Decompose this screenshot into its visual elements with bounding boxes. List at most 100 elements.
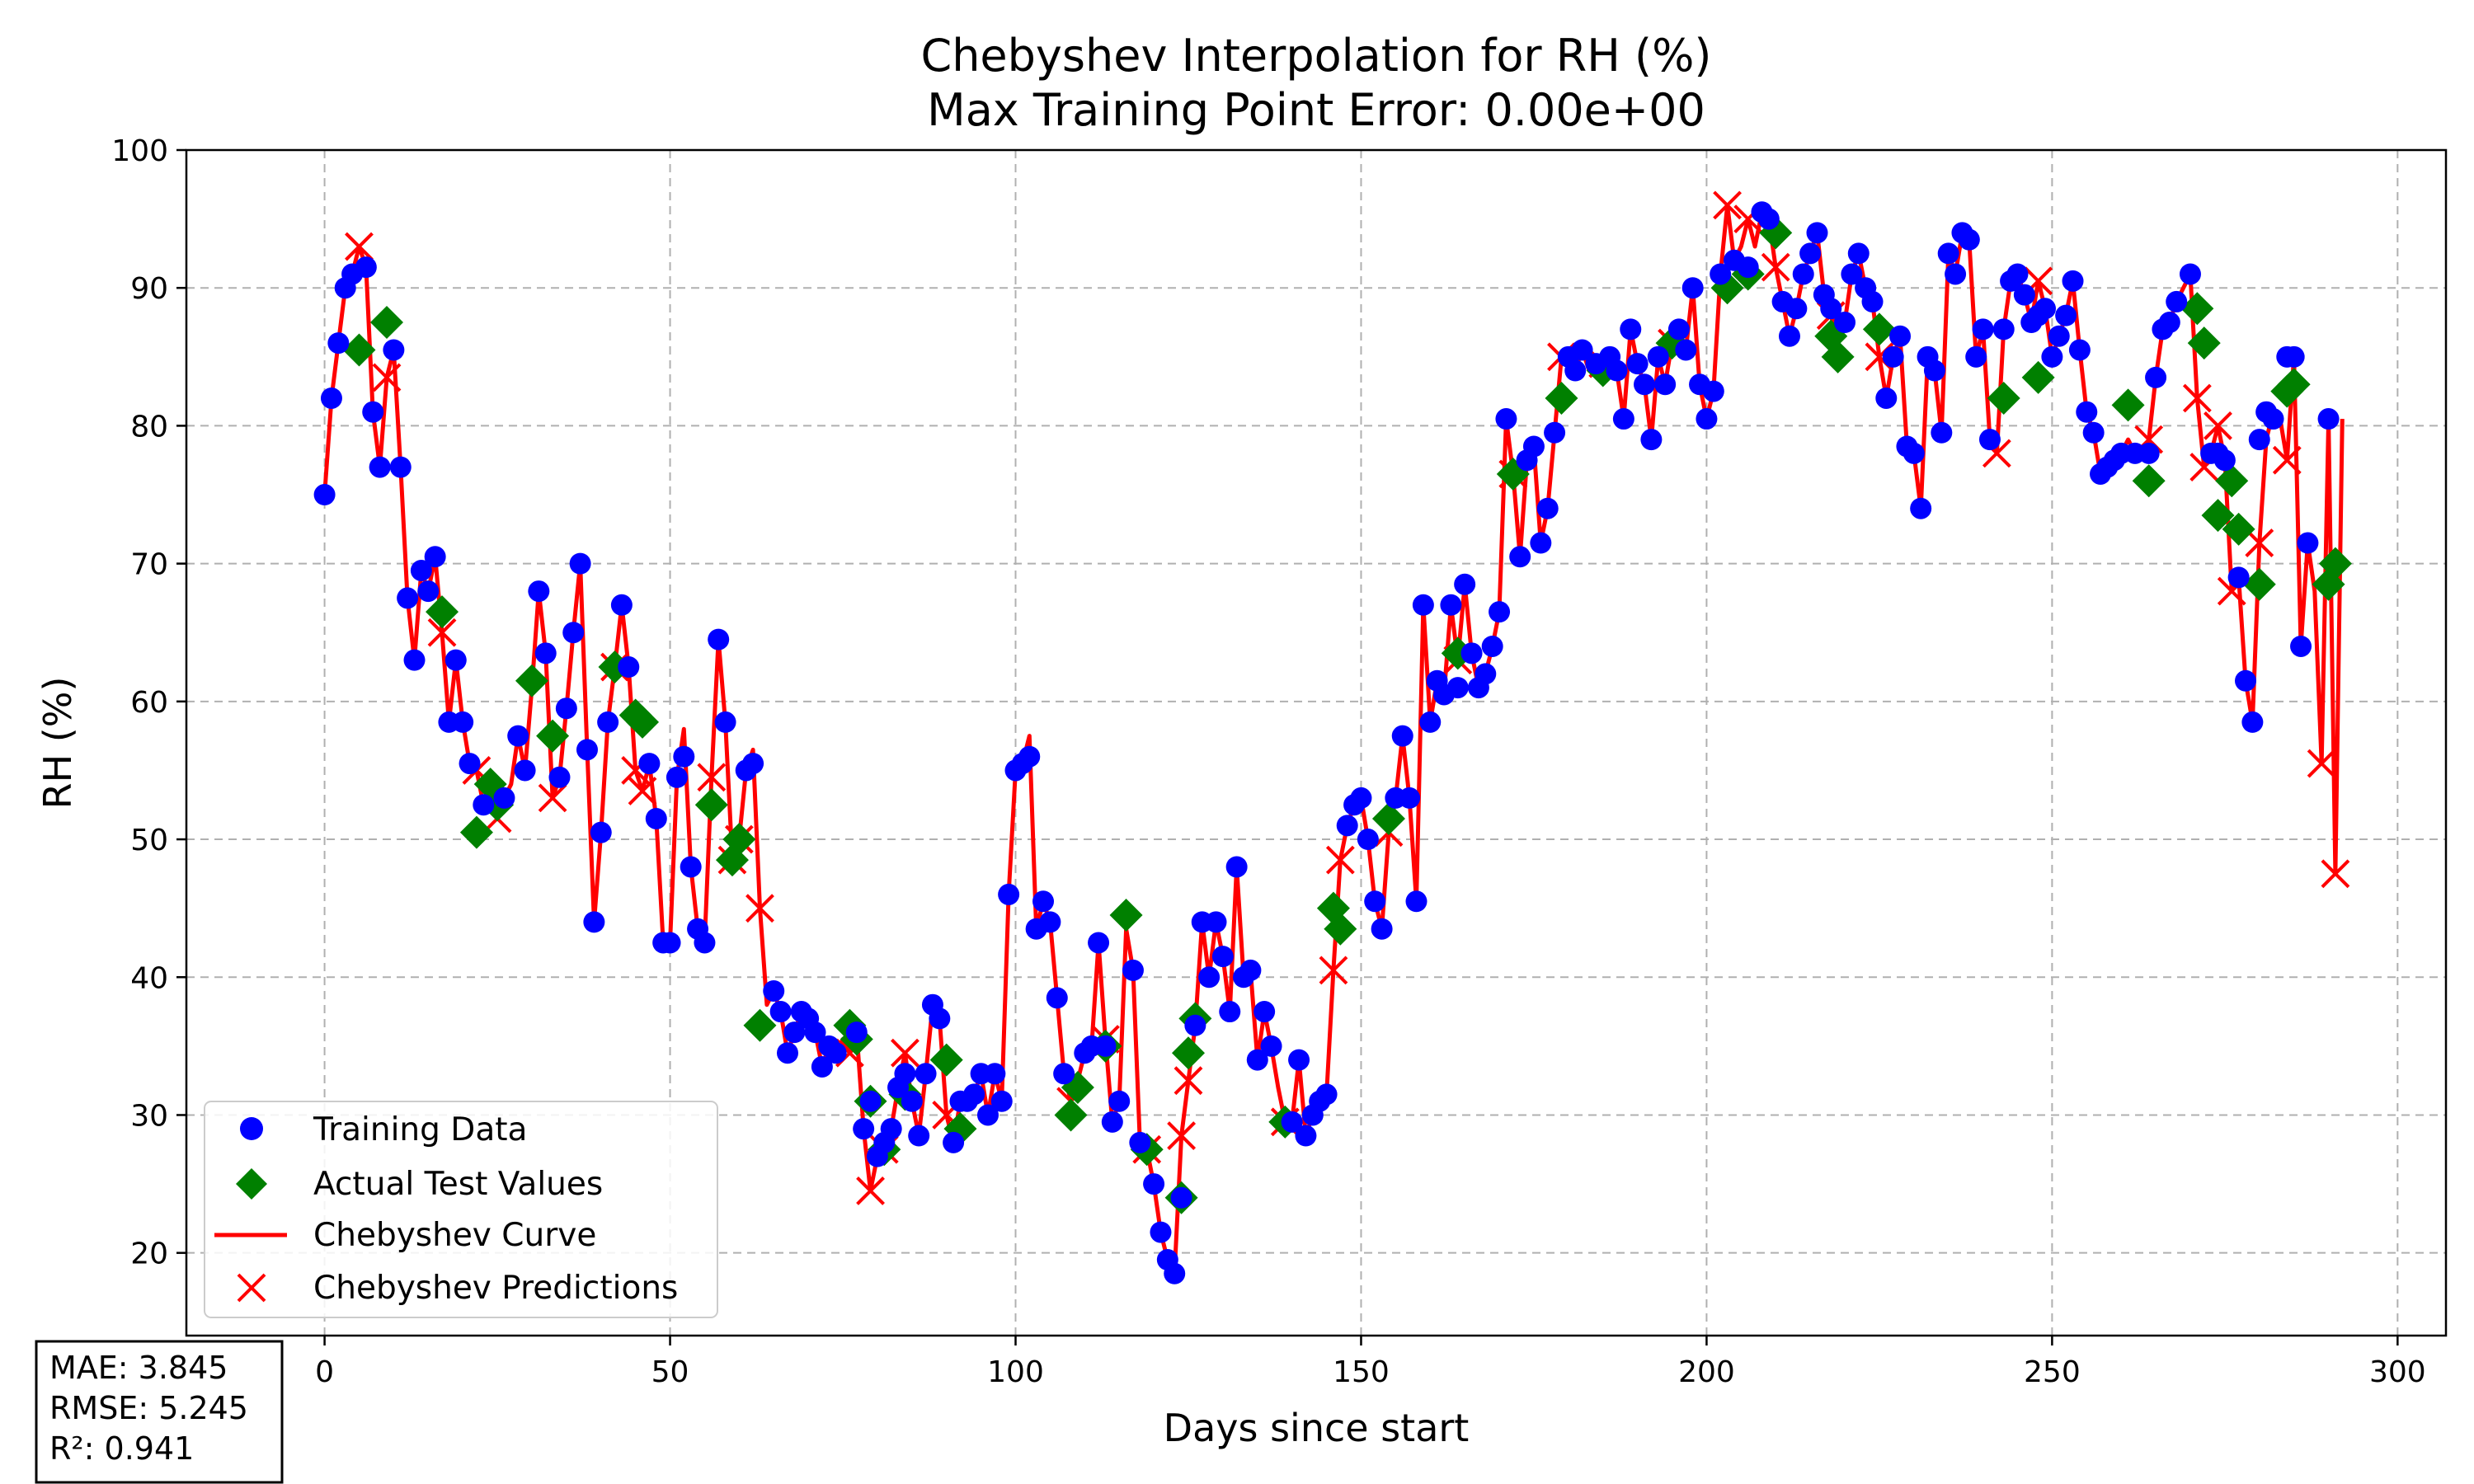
training-point xyxy=(618,656,640,679)
training-point xyxy=(1219,1001,1241,1023)
training-point xyxy=(963,1083,985,1106)
training-point xyxy=(1412,594,1434,616)
training-point xyxy=(1357,829,1379,851)
training-point xyxy=(1150,1221,1172,1243)
training-point xyxy=(1923,359,1945,382)
training-point xyxy=(1481,635,1503,657)
training-point xyxy=(1710,263,1732,285)
training-point xyxy=(2283,345,2305,368)
legend-test-label: Actual Test Values xyxy=(313,1166,603,1203)
legend-curve-label: Chebyshev Curve xyxy=(313,1217,596,1254)
test-point xyxy=(342,333,376,367)
training-point xyxy=(1419,711,1442,733)
test-point xyxy=(722,823,756,857)
training-point xyxy=(2241,711,2264,733)
training-point xyxy=(1530,532,1552,554)
training-point xyxy=(1696,408,1718,430)
test-point xyxy=(929,1043,963,1077)
training-point xyxy=(825,1042,847,1064)
training-point xyxy=(1039,911,1061,933)
y-tick-label: 100 xyxy=(111,134,168,168)
prediction-point xyxy=(2321,859,2350,889)
y-tick-label: 20 xyxy=(130,1237,168,1271)
training-point xyxy=(1910,497,1932,519)
training-point xyxy=(908,1125,930,1147)
training-point xyxy=(583,911,605,933)
training-point xyxy=(1654,373,1677,396)
training-point xyxy=(459,753,481,775)
training-point xyxy=(1088,932,1110,954)
training-point xyxy=(1620,318,1642,340)
training-point xyxy=(659,932,681,954)
training-point xyxy=(1889,325,1912,347)
training-point xyxy=(1495,408,1517,430)
prediction-point xyxy=(1713,190,1742,220)
prediction-point xyxy=(372,363,402,392)
training-point xyxy=(1475,663,1497,685)
training-point xyxy=(507,725,529,747)
training-point xyxy=(763,979,785,1002)
training-point xyxy=(2034,298,2057,320)
metrics-frame xyxy=(35,1340,284,1484)
training-point xyxy=(1246,1049,1268,1071)
training-point xyxy=(417,580,440,603)
training-point xyxy=(1046,987,1068,1009)
test-point xyxy=(2187,326,2221,360)
training-point xyxy=(929,1007,951,1030)
training-point xyxy=(1522,435,1545,458)
training-point xyxy=(990,1090,1013,1112)
training-point xyxy=(1225,856,1248,878)
training-point xyxy=(1094,1035,1117,1057)
test-point xyxy=(1324,912,1357,946)
training-point xyxy=(1211,946,1234,968)
test-point xyxy=(536,719,570,753)
training-point xyxy=(1958,228,1980,251)
training-point xyxy=(1364,890,1386,913)
test-point xyxy=(743,1008,777,1042)
training-point xyxy=(1737,256,1759,279)
x-tick-label: 0 xyxy=(315,1355,334,1389)
training-point xyxy=(2013,284,2035,306)
training-point xyxy=(769,1001,792,1023)
prediction-point xyxy=(856,1176,885,1205)
test-point xyxy=(459,815,493,849)
x-tick-label: 50 xyxy=(651,1355,689,1389)
training-point xyxy=(694,932,716,954)
training-point xyxy=(2082,421,2105,444)
axis-ticks: 0 50 100 150 200 250 300 20 30 40 50 60 70 80 90 100 xyxy=(111,134,2425,1389)
training-point xyxy=(1634,373,1656,396)
training-point xyxy=(2235,669,2257,692)
training-point xyxy=(362,401,384,423)
training-point xyxy=(1903,442,1925,464)
training-point xyxy=(452,711,474,733)
training-point xyxy=(645,807,667,829)
test-point xyxy=(2318,547,2352,580)
training-point xyxy=(1101,1111,1123,1133)
prediction-point xyxy=(1174,1066,1203,1096)
training-point xyxy=(2262,408,2284,430)
training-point xyxy=(1875,387,1898,409)
training-point xyxy=(597,711,619,733)
training-point xyxy=(915,1063,937,1085)
prediction-point xyxy=(1325,845,1355,875)
legend-training-label: Training Data xyxy=(313,1111,527,1148)
legend-prediction-label: Chebyshev Predictions xyxy=(313,1270,678,1307)
training-point xyxy=(424,546,446,568)
test-point xyxy=(1821,340,1855,373)
test-point xyxy=(2242,567,2276,601)
training-point xyxy=(410,559,432,581)
training-point xyxy=(1509,546,1531,568)
test-point xyxy=(2111,388,2145,422)
test-point xyxy=(2277,368,2311,402)
training-point xyxy=(1371,918,1393,940)
y-tick-label: 80 xyxy=(130,410,168,444)
prediction-point xyxy=(2182,383,2212,413)
training-point xyxy=(576,739,598,761)
training-point xyxy=(1965,345,1987,368)
prediction-point xyxy=(891,1038,920,1068)
training-point xyxy=(859,1090,882,1112)
prediction-point xyxy=(2204,411,2232,440)
training-point xyxy=(2248,429,2270,451)
training-point xyxy=(714,711,736,733)
training-point xyxy=(811,1055,833,1078)
